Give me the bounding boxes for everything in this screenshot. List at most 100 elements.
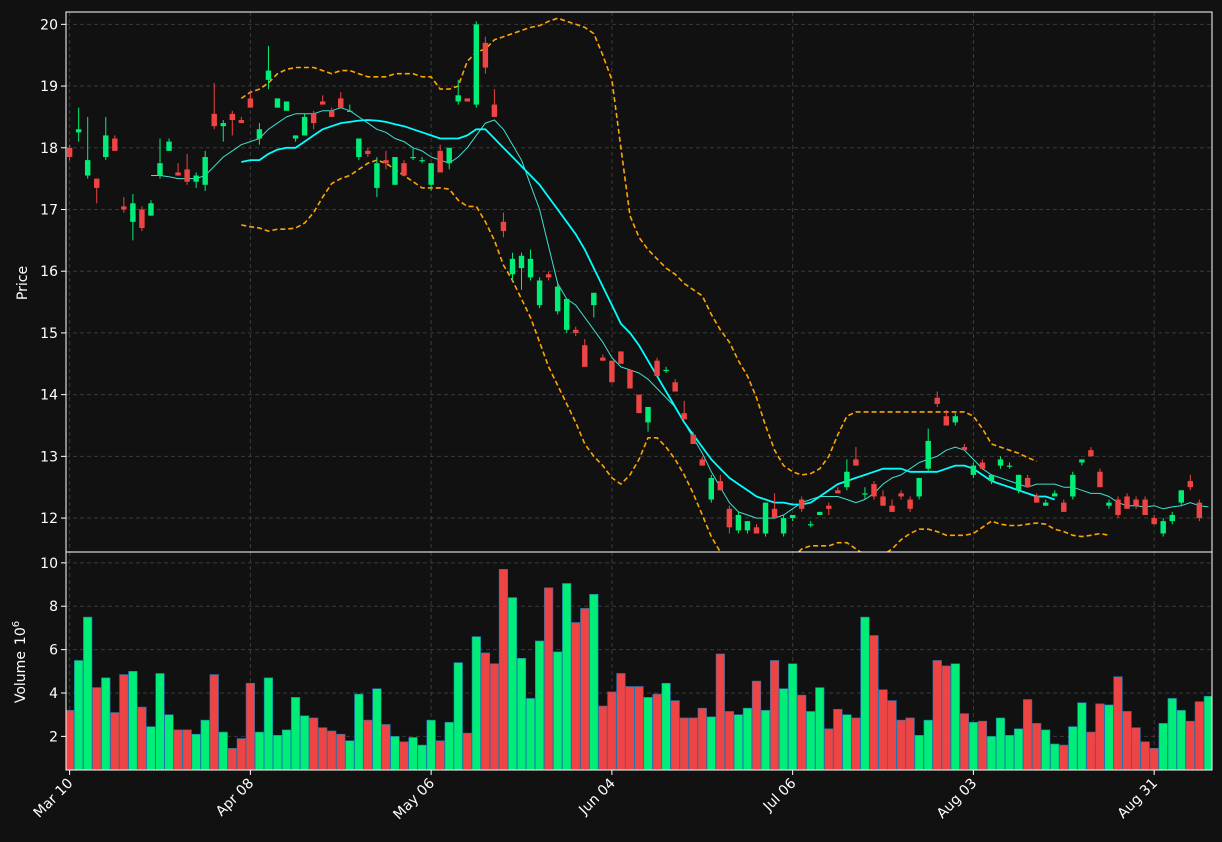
- volume-bar: [1032, 723, 1042, 770]
- volume-bar: [1167, 698, 1177, 770]
- volume-bar: [1050, 743, 1060, 770]
- candle-down: [880, 490, 886, 506]
- volume-bar: [417, 744, 427, 770]
- candle-up: [166, 138, 172, 151]
- price-tick-label: 18: [40, 141, 58, 157]
- volume-bar: [742, 707, 753, 770]
- volume-bar: [372, 688, 382, 770]
- volume-bar: [1086, 731, 1096, 770]
- candle-down: [1088, 447, 1094, 457]
- candle-up: [256, 123, 263, 145]
- candle-body: [699, 459, 705, 466]
- candle-body: [392, 157, 398, 185]
- candle-body: [437, 150, 443, 173]
- candle-body: [184, 169, 190, 182]
- volume-bar: [254, 731, 265, 770]
- candle-down: [907, 496, 913, 512]
- candle-body: [238, 120, 245, 124]
- candle-down: [1196, 499, 1203, 522]
- candle-body: [681, 413, 687, 420]
- candle-body: [211, 113, 217, 127]
- volume-bar: [995, 717, 1006, 770]
- candle-body: [139, 209, 145, 228]
- candle-up: [780, 514, 787, 537]
- candle-body: [582, 345, 588, 367]
- candle-up: [274, 98, 281, 108]
- candle-body: [1133, 499, 1139, 506]
- candle-body: [410, 157, 416, 159]
- candle-up: [591, 292, 597, 318]
- candle-down: [247, 92, 254, 108]
- volume-bar: [1077, 702, 1087, 770]
- volume-bar: [941, 665, 951, 770]
- candle-body: [1097, 471, 1103, 488]
- volume-bar: [119, 674, 129, 770]
- volume-bar: [679, 717, 689, 770]
- candle-body: [554, 286, 561, 312]
- volume-bar: [625, 686, 635, 770]
- volume-bar: [471, 636, 481, 770]
- candle-body: [780, 518, 787, 534]
- candle-down: [699, 456, 705, 466]
- candle-up: [1052, 490, 1058, 497]
- price-tick-label: 15: [40, 326, 58, 342]
- candle-down: [898, 490, 904, 500]
- candle-down: [726, 505, 733, 534]
- candle-body: [446, 147, 452, 164]
- candle-down: [681, 400, 687, 420]
- price-axis-label: Price: [15, 266, 31, 300]
- candle-body: [84, 160, 91, 176]
- candle-up: [410, 147, 416, 161]
- candle-up: [509, 252, 516, 281]
- candle-body: [220, 123, 226, 127]
- candle-down: [1133, 496, 1139, 509]
- candle-up: [374, 157, 380, 198]
- candle-up: [789, 514, 796, 522]
- candle-up: [292, 135, 299, 142]
- candle-body: [274, 98, 281, 108]
- candle-body: [256, 129, 263, 139]
- candle-body: [708, 477, 715, 500]
- volume-bar: [498, 569, 509, 770]
- candle-down: [1124, 493, 1130, 509]
- volume-bar: [173, 729, 183, 770]
- volume-bar: [318, 727, 328, 770]
- candle-up: [283, 101, 290, 111]
- candle-body: [744, 521, 751, 531]
- candle-up: [554, 283, 561, 315]
- candle-down: [1097, 468, 1103, 488]
- price-tick-label: 20: [40, 17, 58, 33]
- candle-body: [428, 163, 434, 185]
- volume-bar: [860, 616, 870, 770]
- candle-body: [627, 369, 633, 389]
- candle-body: [310, 113, 317, 124]
- candle-up: [428, 163, 434, 191]
- price-panel: 12 13 14 15 16 17 18 19 20 Price: [15, 11, 1213, 553]
- candle-body: [329, 110, 335, 117]
- candle-body: [753, 527, 760, 534]
- candle-up: [563, 298, 570, 333]
- candle-body: [247, 98, 254, 108]
- volume-bar: [851, 717, 861, 770]
- volume-tick-label: 10: [40, 556, 58, 572]
- candle-up: [84, 116, 91, 179]
- moving-average-slow-line: [241, 119, 1055, 506]
- volume-bar: [444, 721, 454, 770]
- candle-body: [1106, 502, 1112, 506]
- candle-body: [365, 150, 371, 154]
- candle-down: [1142, 496, 1148, 515]
- candle-body: [66, 147, 73, 158]
- candle-up: [130, 194, 136, 241]
- volume-bar: [245, 682, 255, 770]
- volume-bar: [923, 719, 933, 770]
- volume-bar: [74, 660, 84, 770]
- volume-bar: [797, 694, 807, 770]
- volume-bar: [200, 719, 210, 770]
- volume-bar: [959, 713, 969, 770]
- volume-bar: [571, 622, 581, 770]
- candle-down: [211, 82, 217, 130]
- candle-up: [708, 474, 715, 503]
- candle-up: [392, 157, 398, 185]
- candle-down: [94, 178, 100, 204]
- candle-up: [916, 477, 922, 500]
